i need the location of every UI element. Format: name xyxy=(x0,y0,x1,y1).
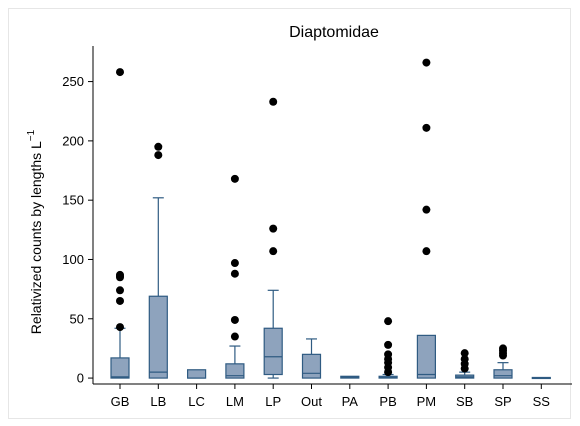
outlier-point xyxy=(116,296,124,305)
box-out xyxy=(301,338,322,379)
x-ticks: GB LB LC LM LP Out PA PB PM SB SP SS xyxy=(111,384,551,409)
iqr-box xyxy=(493,369,513,379)
iqr-box xyxy=(148,295,168,379)
x-tick-label-out: Out xyxy=(301,394,322,409)
outlier-point xyxy=(384,350,393,359)
iqr-box xyxy=(416,334,436,379)
iqr-box xyxy=(263,327,283,376)
outlier-point xyxy=(460,349,469,358)
iqr-box xyxy=(301,353,322,379)
outlier-point xyxy=(384,340,393,349)
box-gb xyxy=(110,68,130,379)
iqr-box xyxy=(110,357,130,379)
box-pa xyxy=(340,375,360,379)
outlier-point xyxy=(154,151,163,160)
outlier-point xyxy=(116,286,124,295)
y-tick-label: 100 xyxy=(62,252,84,267)
outlier-point xyxy=(230,174,239,183)
outlier-point xyxy=(422,247,431,256)
x-tick-label-lp: LP xyxy=(265,394,281,409)
x-tick-label-gb: GB xyxy=(111,394,130,409)
box-ss xyxy=(531,376,551,380)
box-sp xyxy=(493,344,513,379)
x-tick-label-sb: SB xyxy=(456,394,473,409)
chart-title: Diaptomidae xyxy=(289,24,379,41)
outlier-point xyxy=(230,259,239,268)
plot-frame xyxy=(8,8,571,419)
box-lc xyxy=(187,369,207,379)
y-axis-label: Relativized counts by lengths L−1 xyxy=(26,129,44,334)
y-tick-label: 50 xyxy=(70,311,84,326)
y-tick-label: 250 xyxy=(62,74,84,89)
outlier-point xyxy=(269,97,278,106)
box-lb xyxy=(148,142,168,379)
outlier-point xyxy=(230,332,239,341)
x-tick-label-ss: SS xyxy=(533,394,551,409)
y-tick-label: 0 xyxy=(77,371,84,386)
iqr-box xyxy=(225,363,245,379)
outlier-point xyxy=(154,142,163,151)
y-tick-label: 150 xyxy=(62,193,84,208)
outlier-point xyxy=(422,123,431,132)
outlier-point xyxy=(499,344,507,353)
outlier-point xyxy=(230,315,239,324)
outlier-point xyxy=(269,247,278,256)
x-tick-label-pm: PM xyxy=(417,394,437,409)
outlier-point xyxy=(116,270,124,279)
outlier-point xyxy=(269,224,278,233)
box-lp xyxy=(263,97,283,379)
x-tick-label-lb: LB xyxy=(150,394,166,409)
outlier-point xyxy=(460,355,469,364)
x-tick-label-lm: LM xyxy=(226,394,244,409)
outlier-point xyxy=(116,323,124,332)
outlier-point xyxy=(230,269,239,278)
boxes xyxy=(110,58,551,380)
x-tick-label-pb: PB xyxy=(379,394,396,409)
outlier-point xyxy=(422,58,431,67)
y-ticks: 0 50 100 150 200 250 xyxy=(62,74,93,386)
x-tick-label-pa: PA xyxy=(342,394,359,409)
outlier-point xyxy=(116,68,124,77)
outlier-point xyxy=(384,317,393,326)
box-pm xyxy=(416,58,436,379)
iqr-box xyxy=(187,369,207,379)
x-tick-label-sp: SP xyxy=(494,394,511,409)
box-sb xyxy=(455,349,475,379)
outlier-point xyxy=(422,205,431,214)
box-pb xyxy=(378,317,398,379)
x-tick-label-lc: LC xyxy=(188,394,205,409)
box-lm xyxy=(225,174,245,379)
y-tick-label: 200 xyxy=(62,133,84,148)
